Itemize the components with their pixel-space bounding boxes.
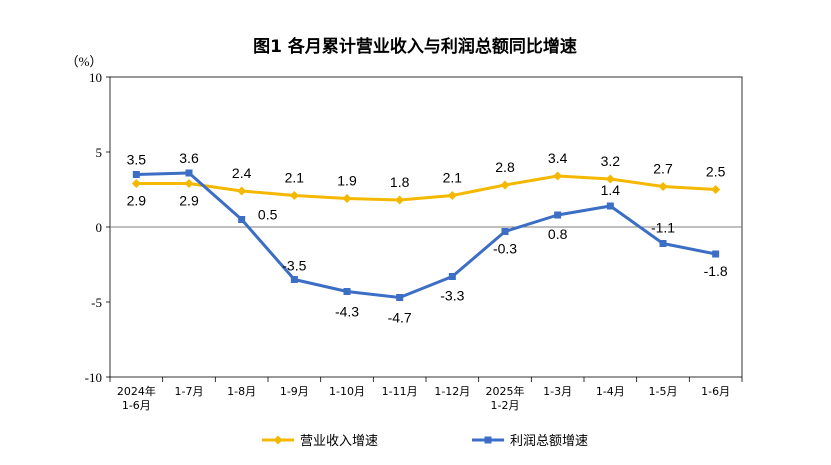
data-label: 3.6 — [179, 150, 199, 166]
series-point — [184, 179, 194, 188]
data-label: -3.3 — [440, 288, 464, 304]
series-point — [343, 288, 351, 295]
data-label: 3.4 — [548, 150, 568, 166]
series-point — [605, 174, 615, 184]
data-label: -1.1 — [651, 220, 675, 236]
series-group — [131, 169, 721, 301]
series-point — [237, 186, 247, 196]
data-label: 3.2 — [601, 153, 621, 169]
legend-label: 利润总额增速 — [510, 434, 588, 449]
x-tick-label: 1-6月 — [122, 399, 151, 412]
series-point — [185, 169, 193, 177]
x-tick-label: 1-3月 — [543, 385, 572, 398]
data-label: -1.8 — [704, 263, 728, 279]
x-tick-label: 1-7月 — [175, 385, 204, 398]
series-point — [132, 171, 140, 178]
series-line-1 — [136, 171, 716, 299]
data-label: 2.7 — [653, 161, 673, 177]
y-tick-label: 5 — [96, 145, 103, 160]
legend-marker — [484, 436, 492, 444]
series-point — [553, 171, 563, 181]
data-label: 0.8 — [548, 226, 568, 242]
series-point — [712, 250, 720, 258]
x-tick-label: 1-11月 — [382, 385, 418, 398]
data-label: 3.5 — [127, 152, 147, 168]
legend: 营业收入增速 利润总额增速 — [262, 434, 588, 449]
series-point — [500, 180, 510, 190]
series-point — [659, 240, 667, 247]
data-label: -0.3 — [493, 241, 517, 257]
x-tick-label: 2024年 — [117, 384, 156, 398]
series-point — [658, 182, 668, 191]
y-axis-ticks: 10 5 0 -5 -10 — [85, 70, 110, 385]
y-tick-label: -10 — [85, 370, 102, 385]
y-tick-label: 10 — [89, 70, 102, 85]
data-label: -4.7 — [388, 310, 412, 326]
legend-marker — [273, 435, 283, 445]
data-label: 1.9 — [337, 173, 357, 189]
chart-title: 图1 各月累计营业收入与利润总额同比增速 — [253, 36, 577, 57]
series-point — [289, 191, 299, 200]
y-axis-unit: （%） — [66, 54, 103, 69]
y-tick-label: 0 — [96, 220, 103, 235]
x-tick-label: 1-2月 — [491, 399, 520, 412]
series-point — [447, 191, 457, 200]
series-point — [238, 216, 246, 223]
series-line-0 — [136, 174, 716, 202]
x-tick-label: 1-4月 — [596, 385, 625, 398]
data-label: -4.3 — [335, 304, 359, 320]
y-tick-label: -5 — [91, 295, 102, 310]
series-point — [131, 179, 141, 188]
series-point — [448, 273, 456, 280]
series-point — [501, 228, 509, 235]
series-point — [554, 211, 562, 219]
x-tick-label: 1-6月 — [701, 385, 730, 398]
series-point — [606, 202, 614, 210]
series-point — [342, 194, 352, 203]
data-label: 2.5 — [706, 164, 726, 180]
series-point — [396, 294, 404, 301]
data-label: 2.1 — [443, 170, 463, 186]
x-tick-label: 1-9月 — [280, 385, 309, 398]
x-tick-label: 1-5月 — [649, 385, 678, 398]
data-labels: 2.9 2.9 2.4 2.1 1.9 1.8 2.1 2.8 3.4 3.2 2.7 2.5 3.5 3… — [127, 150, 728, 326]
data-label: 2.8 — [495, 159, 515, 175]
x-tick-label: 2025年 — [486, 384, 525, 398]
data-label: 2.4 — [232, 165, 252, 181]
data-label: 1.8 — [390, 174, 410, 190]
data-label: 1.4 — [601, 182, 621, 198]
series-point — [290, 276, 298, 283]
legend-label: 营业收入增速 — [300, 434, 378, 449]
data-label: 2.9 — [127, 193, 147, 209]
series-point — [395, 195, 405, 205]
data-label: 2.9 — [179, 193, 199, 209]
series-point — [711, 185, 721, 194]
x-tick-label: 1-8月 — [227, 385, 256, 398]
x-tick-label: 1-10月 — [329, 385, 365, 398]
x-tick-label: 1-12月 — [434, 385, 470, 398]
data-label: 0.5 — [258, 207, 278, 223]
data-label: -3.5 — [282, 258, 306, 274]
data-label: 2.1 — [285, 170, 305, 186]
